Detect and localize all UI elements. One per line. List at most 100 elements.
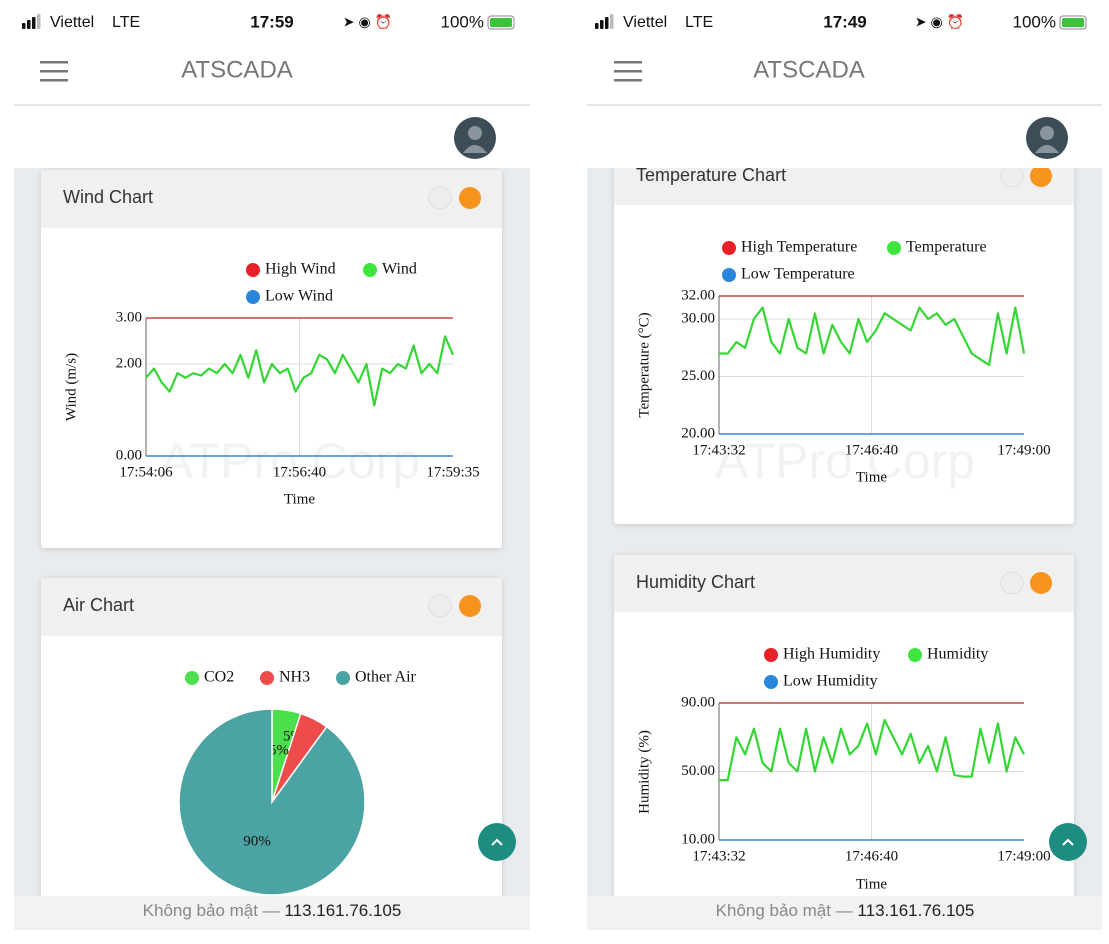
card-title: Wind Chart [63,187,153,207]
toggle-button[interactable] [459,595,481,617]
y-tick-label: 2.00 [116,355,142,371]
card-title: Humidity Chart [636,572,755,592]
legend-swatch [764,675,778,689]
legend-label: Other Air [355,669,417,686]
scroll-top-button[interactable] [478,823,516,861]
address: 113.161.76.105 [857,901,974,920]
menu-icon[interactable] [40,70,68,73]
legend-swatch [336,671,350,685]
legend-swatch [260,671,274,685]
card-body [614,555,1074,900]
scroll-top-icon [491,838,503,846]
card-body [41,170,502,548]
x-tick-label: 17:59:35 [426,464,479,480]
y-tick-label: 0.00 [116,447,142,463]
y-tick-label: 30.00 [681,310,715,326]
legend-label: Wind [382,261,417,278]
y-tick-label: 50.00 [681,763,715,779]
x-tick-label: 17:49:00 [997,848,1050,864]
y-tick-label: 25.00 [681,368,715,384]
legend-label: NH3 [279,669,310,686]
network: LTE [685,14,713,31]
status-icons: ➤ ◉ ⏰ [915,13,964,31]
menu-icon[interactable] [40,79,68,82]
legend-swatch [246,263,260,277]
footer-url: Không bảo mật — 113.161.76.105 [143,901,402,920]
card-title: Temperature Chart [636,165,786,185]
y-tick-label: 20.00 [681,425,715,441]
carrier: Viettel [623,14,667,31]
legend-label: High Temperature [741,239,857,256]
signal-bar [37,14,41,29]
signal-bar [27,20,31,29]
toolbar-divider [14,104,530,106]
clock: 17:59 [250,12,293,31]
app-title: ATSCADA [753,56,865,83]
card-title: Air Chart [63,595,134,615]
pie-value-label: 90% [243,833,271,849]
signal-bar [610,14,614,29]
toggle-button[interactable] [428,594,452,618]
toolbar-divider [587,104,1102,106]
x-tick-label: 17:46:40 [845,442,898,458]
app-title: ATSCADA [181,56,293,83]
legend-label: Humidity [927,646,988,663]
menu-icon[interactable] [40,61,68,64]
line-series [719,718,1025,782]
line-series [145,335,455,407]
signal-bar [595,23,599,29]
card: Wind Chart ATPro Corp 0.00 2.00 3.00 17:54:06… [41,170,502,548]
toggle-button[interactable] [428,186,452,210]
signal-bar [32,17,36,29]
battery-percent: 100% [441,12,484,31]
network: LTE [112,14,140,31]
footer-url: Không bảo mật — 113.161.76.105 [716,901,975,920]
toggle-button[interactable] [1030,165,1052,187]
address: 113.161.76.105 [284,901,401,920]
x-tick-label: 17:49:00 [997,442,1050,458]
toggle-button[interactable] [1000,571,1024,595]
legend-label: Low Temperature [741,266,855,283]
x-tick-label: 17:56:40 [273,464,326,480]
battery-level [1062,18,1084,27]
toggle-button[interactable] [459,187,481,209]
signal-bar [605,17,609,29]
card-header [614,555,1074,612]
menu-icon[interactable] [614,70,642,73]
y-tick-label: 3.00 [116,309,142,325]
signal-bar [600,20,604,29]
card-header [41,170,502,228]
legend-swatch [764,648,778,662]
toggle-button[interactable] [1030,572,1052,594]
battery-percent: 100% [1013,12,1056,31]
legend-swatch [246,290,260,304]
battery [487,15,515,30]
menu-icon[interactable] [614,61,642,64]
y-axis-label: Temperature (°C) [636,312,652,417]
carrier: Viettel [50,14,94,31]
battery-level [490,18,512,27]
scroll-top-icon [1062,838,1074,846]
phone-screen: Wind Chart ATPro Corp 0.00 2.00 3.00 17:54:06… [0,0,544,930]
legend-swatch [887,241,901,255]
card: Humidity Chart 10.00 50.00 90.00 17:43:32 17:… [614,555,1074,900]
pie-slice [178,708,366,896]
footer-bar [14,896,530,930]
menu-icon[interactable] [614,79,642,82]
x-axis-label: Time [284,491,315,507]
scroll-top-button[interactable] [1049,823,1087,861]
legend-swatch [185,671,199,685]
watermark: ATPro Corp [160,433,420,489]
clock: 17:49 [823,12,866,31]
legend-label: Temperature [906,239,987,256]
avatar-body [1035,145,1059,153]
legend-label: CO2 [204,669,234,686]
toggle-button[interactable] [1000,164,1024,188]
status-icons: ➤ ◉ ⏰ [343,13,392,31]
avatar-body [463,145,487,153]
footer-bar [587,896,1102,930]
y-tick-label: 10.00 [681,831,715,847]
